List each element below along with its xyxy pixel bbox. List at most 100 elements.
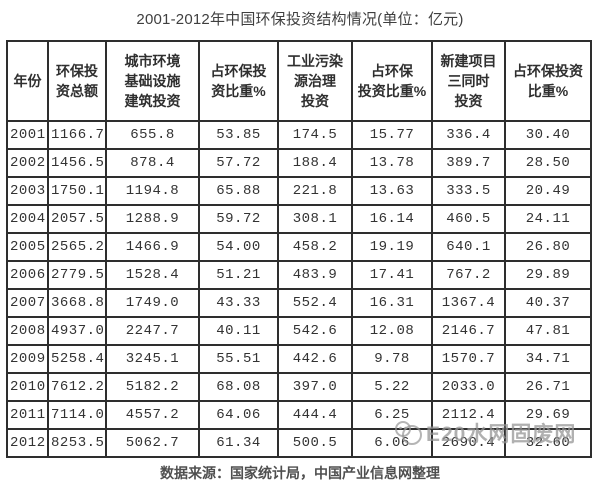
investment-table-container: 年份 环保投 资总额 城市环境 基础设施 建筑投资 占环保投 资比重% 工业污染 源治理… <box>6 40 592 458</box>
value-cell: 1528.4 <box>105 260 200 290</box>
table-row: 2001 1166.7 655.8 53.85 174.5 15.77 336.4 30.40 <box>6 120 592 150</box>
table-row: 2012 8253.5 5062.7 61.34 500.5 6.06 2690.4 32.6… <box>6 428 592 458</box>
value-cell: 1570.7 <box>431 344 506 374</box>
year-cell: 2001 <box>6 120 49 150</box>
page-title: 2001-2012年中国环保投资结构情况(单位：亿元) <box>136 11 464 28</box>
value-cell: 458.2 <box>277 232 353 262</box>
value-cell: 483.9 <box>277 260 353 290</box>
column-header-industrial-share-of-total: 占环保 投资比重% <box>351 40 433 122</box>
column-header-year: 年份 <box>6 40 49 122</box>
value-cell: 397.0 <box>277 372 353 402</box>
table-row: 2010 7612.2 5182.2 68.08 397.0 5.22 2033.0 26.7… <box>6 372 592 402</box>
value-cell: 8253.5 <box>47 428 107 458</box>
value-cell: 1750.1 <box>47 176 107 206</box>
value-cell: 51.21 <box>198 260 279 290</box>
value-cell: 7114.0 <box>47 400 107 430</box>
table-row: 2005 2565.2 1466.9 54.00 458.2 19.19 640.1 26.8… <box>6 232 592 262</box>
value-cell: 53.85 <box>198 120 279 150</box>
value-cell: 13.78 <box>351 148 433 178</box>
value-cell: 389.7 <box>431 148 506 178</box>
value-cell: 20.49 <box>504 176 592 206</box>
value-cell: 29.69 <box>504 400 592 430</box>
value-cell: 65.88 <box>198 176 279 206</box>
table-body: 2001 1166.7 655.8 53.85 174.5 15.77 336.4 30.40… <box>6 120 592 458</box>
value-cell: 460.5 <box>431 204 506 234</box>
value-cell: 2112.4 <box>431 400 506 430</box>
value-cell: 6.25 <box>351 400 433 430</box>
value-cell: 1456.5 <box>47 148 107 178</box>
value-cell: 174.5 <box>277 120 353 150</box>
column-header-industrial-pollution-treatment-investment: 工业污染 源治理 投资 <box>277 40 353 122</box>
value-cell: 68.08 <box>198 372 279 402</box>
value-cell: 336.4 <box>431 120 506 150</box>
value-cell: 13.63 <box>351 176 433 206</box>
value-cell: 30.40 <box>504 120 592 150</box>
value-cell: 24.11 <box>504 204 592 234</box>
year-cell: 2009 <box>6 344 49 374</box>
value-cell: 57.72 <box>198 148 279 178</box>
value-cell: 655.8 <box>105 120 200 150</box>
year-cell: 2004 <box>6 204 49 234</box>
year-cell: 2008 <box>6 316 49 346</box>
value-cell: 1288.9 <box>105 204 200 234</box>
value-cell: 308.1 <box>277 204 353 234</box>
value-cell: 40.11 <box>198 316 279 346</box>
year-cell: 2007 <box>6 288 49 318</box>
column-header-total-investment: 环保投 资总额 <box>47 40 107 122</box>
year-cell: 2011 <box>6 400 49 430</box>
value-cell: 55.51 <box>198 344 279 374</box>
value-cell: 43.33 <box>198 288 279 318</box>
header-row: 年份 环保投 资总额 城市环境 基础设施 建筑投资 占环保投 资比重% 工业污染 源治理… <box>6 40 592 122</box>
table-row: 2003 1750.1 1194.8 65.88 221.8 13.63 333.5 20.4… <box>6 176 592 206</box>
value-cell: 64.06 <box>198 400 279 430</box>
value-cell: 34.71 <box>504 344 592 374</box>
value-cell: 54.00 <box>198 232 279 262</box>
value-cell: 2033.0 <box>431 372 506 402</box>
year-cell: 2012 <box>6 428 49 458</box>
value-cell: 3245.1 <box>105 344 200 374</box>
value-cell: 19.19 <box>351 232 433 262</box>
value-cell: 40.37 <box>504 288 592 318</box>
data-source-note: 数据来源：国家统计局，中国产业信息网整理 <box>160 465 440 481</box>
value-cell: 552.4 <box>277 288 353 318</box>
value-cell: 2057.5 <box>47 204 107 234</box>
value-cell: 1194.8 <box>105 176 200 206</box>
value-cell: 5062.7 <box>105 428 200 458</box>
value-cell: 1749.0 <box>105 288 200 318</box>
value-cell: 542.6 <box>277 316 353 346</box>
value-cell: 188.4 <box>277 148 353 178</box>
table-row: 2009 5258.4 3245.1 55.51 442.6 9.78 1570.7 34.7… <box>6 344 592 374</box>
value-cell: 1466.9 <box>105 232 200 262</box>
value-cell: 12.08 <box>351 316 433 346</box>
value-cell: 2565.2 <box>47 232 107 262</box>
year-cell: 2006 <box>6 260 49 290</box>
value-cell: 5182.2 <box>105 372 200 402</box>
value-cell: 442.6 <box>277 344 353 374</box>
value-cell: 26.80 <box>504 232 592 262</box>
table-row: 2008 4937.0 2247.7 40.11 542.6 12.08 2146.7 47.… <box>6 316 592 346</box>
year-cell: 2005 <box>6 232 49 262</box>
value-cell: 32.60 <box>504 428 592 458</box>
value-cell: 767.2 <box>431 260 506 290</box>
value-cell: 333.5 <box>431 176 506 206</box>
value-cell: 1166.7 <box>47 120 107 150</box>
value-cell: 17.41 <box>351 260 433 290</box>
table-row: 2011 7114.0 4557.2 64.06 444.4 6.25 2112.4 29.6… <box>6 400 592 430</box>
value-cell: 2146.7 <box>431 316 506 346</box>
column-header-new-project-share-of-total: 占环保投资 比重% <box>504 40 592 122</box>
table-row: 2004 2057.5 1288.9 59.72 308.1 16.14 460.5 24.1… <box>6 204 592 234</box>
value-cell: 5258.4 <box>47 344 107 374</box>
value-cell: 221.8 <box>277 176 353 206</box>
table-row: 2002 1456.5 878.4 57.72 188.4 13.78 389.7 28.50 <box>6 148 592 178</box>
value-cell: 5.22 <box>351 372 433 402</box>
table-row: 2007 3668.8 1749.0 43.33 552.4 16.31 1367.4 40.… <box>6 288 592 318</box>
value-cell: 2779.5 <box>47 260 107 290</box>
value-cell: 9.78 <box>351 344 433 374</box>
value-cell: 7612.2 <box>47 372 107 402</box>
value-cell: 29.89 <box>504 260 592 290</box>
value-cell: 878.4 <box>105 148 200 178</box>
column-header-urban-share-of-total: 占环保投 资比重% <box>198 40 279 122</box>
value-cell: 61.34 <box>198 428 279 458</box>
year-cell: 2010 <box>6 372 49 402</box>
value-cell: 3668.8 <box>47 288 107 318</box>
